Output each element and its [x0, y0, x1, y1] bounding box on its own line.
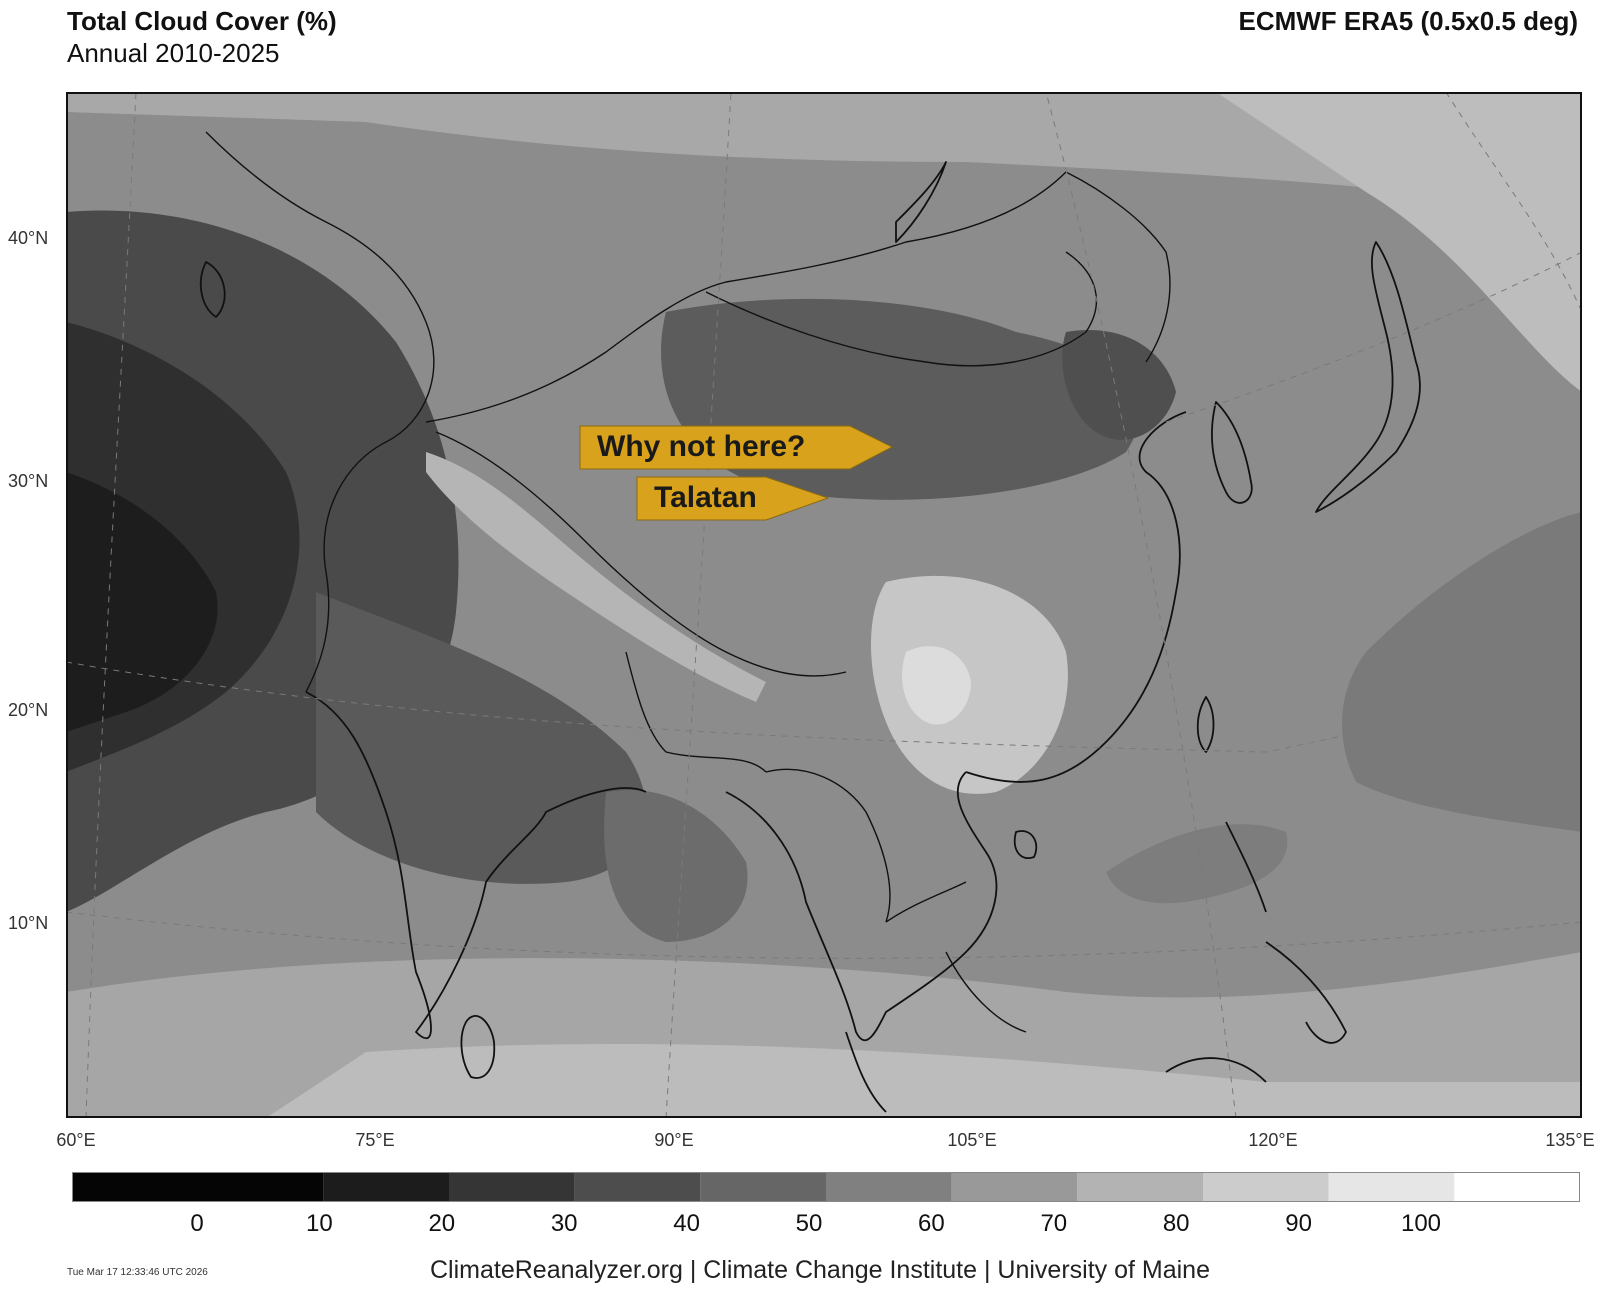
colorbar-swatch — [1328, 1172, 1455, 1202]
lat-label-10n: 10°N — [8, 913, 49, 933]
colorbar-tick-label: 50 — [795, 1210, 823, 1237]
colorbar-swatch — [574, 1172, 701, 1202]
cloud-band-northeast — [1216, 92, 1582, 392]
map-title: Total Cloud Cover (%) — [67, 6, 337, 36]
colorbar-tick-label: 60 — [918, 1210, 945, 1237]
colorbar-tick-label: 100 — [1400, 1210, 1442, 1237]
cloud-band-north — [66, 92, 1582, 212]
lat-label-40n: 40°N — [8, 228, 49, 248]
colorbar-tick-label: 30 — [550, 1210, 578, 1237]
cloud-cover-map — [66, 92, 1582, 1118]
lat-label-30n: 30°N — [8, 471, 49, 491]
colorbar-swatch — [449, 1172, 575, 1202]
colorbar-tick-label: 80 — [1162, 1210, 1190, 1237]
graticule — [66, 92, 1582, 1118]
colorbar-swatch — [951, 1172, 1078, 1202]
lon-label-105e: 105°E — [947, 1130, 997, 1150]
colorbar-swatch — [1454, 1172, 1580, 1202]
annotation-why-not-here-label: Why not here? — [597, 430, 806, 463]
colorbar-tick-label: 20 — [428, 1210, 456, 1237]
lat-label-20n: 20°N — [8, 700, 49, 720]
colorbar-swatch — [1077, 1172, 1203, 1202]
gobi-dark — [1062, 330, 1176, 440]
data-source: ECMWF ERA5 (0.5x0.5 deg) — [1238, 6, 1578, 36]
darkest-region-west — [66, 472, 218, 732]
colorbar-swatch — [1203, 1172, 1329, 1202]
pacific-dark — [1342, 512, 1582, 832]
cloud-band-south-light — [266, 1043, 1582, 1118]
colorbar-tick-label: 10 — [306, 1210, 333, 1237]
colorbar-swatch — [323, 1172, 449, 1202]
lon-label-90e: 90°E — [654, 1130, 694, 1150]
colorbar-swatch — [700, 1172, 826, 1202]
south-china-lightest — [902, 646, 971, 725]
annotation-talatan — [636, 476, 830, 521]
colorbar-tick-label: 70 — [1040, 1210, 1068, 1237]
annotation-why-not-here — [579, 425, 894, 470]
colorbar-tick-label: 0 — [190, 1210, 204, 1237]
colorbar-border — [72, 1172, 1580, 1202]
himalaya-light — [426, 452, 766, 702]
lon-label-60e: 60°E — [56, 1130, 96, 1150]
arabian-sea-dark — [316, 592, 646, 884]
colorbar-tick-label: 40 — [673, 1210, 700, 1237]
colorbar-swatch — [72, 1172, 324, 1202]
lon-label-135e: 135°E — [1545, 1130, 1595, 1150]
lon-label-120e: 120°E — [1248, 1130, 1298, 1150]
credit-line: ClimateReanalyzer.org | Climate Change I… — [430, 1256, 1210, 1284]
colorbar-swatch — [826, 1172, 952, 1202]
timestamp: Tue Mar 17 12:33:46 UTC 2026 — [67, 1267, 208, 1278]
lon-label-75e: 75°E — [355, 1130, 395, 1150]
coastlines — [199, 131, 1421, 1113]
map-frame — [66, 92, 1582, 1118]
scs-dark — [1106, 824, 1288, 904]
annotation-talatan-label: Talatan — [654, 481, 757, 514]
map-subtitle: Annual 2010-2025 — [67, 38, 280, 68]
colorbar — [72, 1172, 1580, 1202]
bay-of-bengal-dark — [604, 790, 748, 942]
colorbar-tick-label: 90 — [1285, 1210, 1312, 1237]
